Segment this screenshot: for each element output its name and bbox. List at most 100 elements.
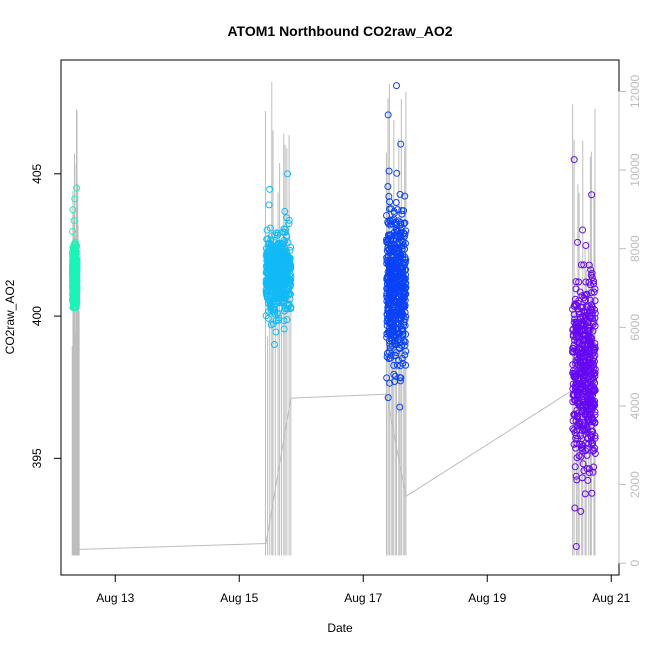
data-point: [573, 454, 581, 462]
data-point: [576, 418, 584, 426]
data-point: [578, 445, 586, 453]
data-point: [385, 167, 393, 175]
x-axis: Aug 13 Aug 15 Aug 17 Aug 19 Aug 21: [96, 574, 631, 605]
data-point: [401, 219, 409, 227]
y-tick-label: 400: [30, 306, 44, 326]
data-point: [275, 314, 283, 322]
data-point: [587, 433, 595, 441]
data-point: [270, 341, 278, 349]
data-point: [587, 408, 595, 416]
data-point: [580, 398, 588, 406]
data-point: [401, 351, 409, 359]
data-point: [587, 266, 595, 274]
data-point: [583, 423, 591, 431]
data-point: [579, 447, 587, 455]
data-point: [575, 278, 583, 286]
data-point: [383, 257, 391, 265]
data-point: [280, 249, 288, 257]
data-point: [396, 374, 404, 382]
data-point: [388, 328, 396, 336]
data-point: [393, 341, 401, 349]
data-point: [587, 305, 595, 313]
data-point: [570, 348, 578, 356]
data-point: [571, 295, 579, 303]
data-point: [269, 320, 277, 328]
data-point: [383, 374, 391, 382]
data-point: [281, 238, 289, 246]
data-point: [582, 291, 590, 299]
data-point: [569, 367, 577, 375]
y2-tick-label: 10000: [628, 153, 642, 187]
data-point: [584, 476, 592, 484]
data-point: [575, 452, 583, 460]
data-point: [401, 338, 409, 346]
data-point: [277, 242, 285, 250]
data-point: [269, 298, 277, 306]
x-tick-label: Aug 21: [592, 591, 630, 605]
data-point: [392, 82, 400, 90]
data-point: [385, 337, 393, 345]
data-point: [284, 170, 292, 178]
data-point: [578, 319, 586, 327]
data-point: [401, 239, 409, 247]
data-point: [587, 371, 595, 379]
data-point: [588, 428, 596, 436]
data-point: [391, 377, 399, 385]
data-point: [574, 238, 582, 246]
data-point: [272, 328, 280, 336]
y2-tick-label: 0: [628, 560, 642, 567]
data-point: [579, 226, 587, 234]
data-point: [401, 303, 409, 311]
data-point: [583, 364, 591, 372]
data-point: [265, 277, 273, 285]
data-point: [577, 453, 585, 461]
data-point: [400, 220, 408, 228]
data-point: [400, 318, 408, 326]
data-point: [390, 337, 398, 345]
data-point: [397, 297, 405, 305]
data-point: [586, 296, 594, 304]
secondary-trend-line: [76, 389, 573, 550]
data-point: [265, 300, 273, 308]
data-point: [390, 370, 398, 378]
data-point: [575, 399, 583, 407]
data-point: [281, 228, 289, 236]
data-point: [283, 305, 291, 313]
data-point: [578, 335, 586, 343]
data-point: [399, 277, 407, 285]
data-point: [581, 336, 589, 344]
data-point: [73, 184, 81, 192]
data-point: [400, 233, 408, 241]
data-point: [387, 231, 395, 239]
data-point: [263, 235, 271, 243]
data-point: [266, 185, 274, 193]
y-tick-label: 395: [30, 448, 44, 468]
data-point: [571, 300, 579, 308]
data-point: [393, 361, 401, 369]
data-point: [400, 293, 408, 301]
data-point: [279, 284, 287, 292]
data-point: [283, 270, 291, 278]
data-point: [579, 331, 587, 339]
data-point: [591, 322, 599, 330]
data-point: [387, 266, 395, 274]
data-point: [589, 468, 597, 476]
data-point: [579, 408, 587, 416]
data-point: [585, 356, 593, 364]
data-point: [271, 310, 279, 318]
x-tick-label: Aug 17: [344, 591, 382, 605]
y2-tick-label: 4000: [628, 392, 642, 419]
data-point: [275, 294, 283, 302]
data-point: [383, 212, 391, 220]
data-point: [271, 231, 279, 239]
data-point: [69, 206, 77, 214]
data-point: [286, 257, 294, 265]
data-point: [577, 507, 585, 515]
data-point: [573, 353, 581, 361]
data-point: [586, 326, 594, 334]
data-point: [398, 245, 406, 253]
data-point: [395, 329, 403, 337]
data-point: [590, 318, 598, 326]
data-point: [580, 261, 588, 269]
